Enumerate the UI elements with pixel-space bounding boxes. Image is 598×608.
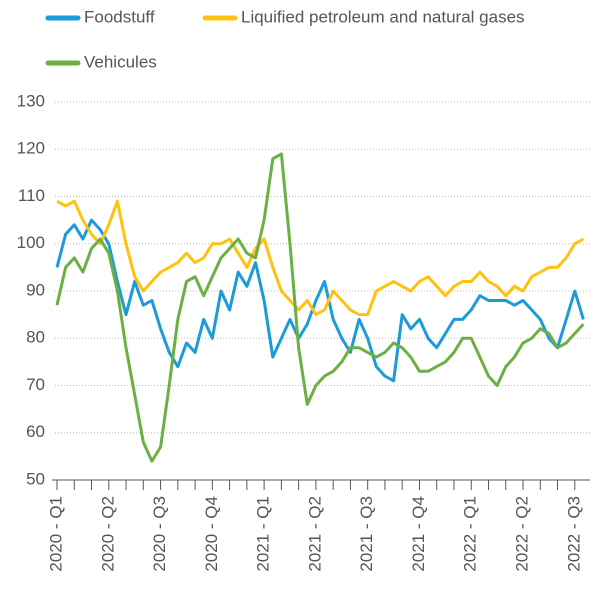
y-tick-label: 50 [26,469,45,488]
y-tick-label: 70 [26,375,45,394]
x-tick-label: 2020 - Q3 [150,496,169,572]
series-line [55,152,585,463]
x-tick-label: 2021 - Q4 [409,496,428,572]
series-line [55,218,585,383]
x-tick-label: 2020 - Q1 [46,496,65,572]
y-tick-label: 120 [17,139,45,158]
x-tick-label: 2021 - Q3 [357,496,376,572]
x-tick-label: 2021 - Q1 [254,496,273,572]
x-tick-label: 2021 - Q2 [305,496,324,572]
legend-label: Liquified petroleum and natural gases [241,7,525,26]
y-tick-label: 90 [26,280,45,299]
y-tick-label: 100 [17,233,45,252]
y-tick-label: 110 [18,186,45,205]
series-line [56,199,585,317]
x-tick-label: 2020 - Q2 [98,496,117,572]
x-tick-label: 2022 - Q2 [513,496,532,572]
legend-label: Foodstuff [84,7,155,26]
y-tick-label: 130 [17,91,45,110]
x-tick-label: 2020 - Q4 [202,496,221,572]
y-tick-label: 60 [26,422,45,441]
x-tick-label: 2022 - Q1 [461,496,480,572]
legend-label: Vehicules [84,52,157,71]
y-tick-label: 80 [26,328,45,347]
x-tick-label: 2022 - Q3 [564,496,583,572]
